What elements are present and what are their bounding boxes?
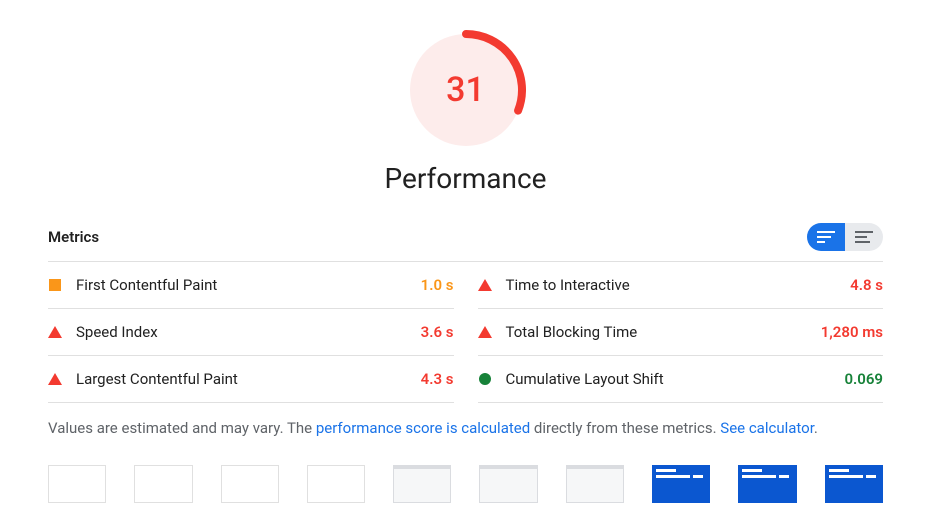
- footnote: Values are estimated and may vary. The p…: [48, 419, 883, 437]
- metric-row: Speed Index3.6 s: [48, 309, 454, 356]
- metric-value: 0.069: [844, 370, 883, 388]
- metric-name: Time to Interactive: [506, 276, 851, 294]
- poor-status-icon: [478, 278, 492, 292]
- metric-row: Largest Contentful Paint4.3 s: [48, 356, 454, 403]
- filmstrip-thumb[interactable]: [134, 465, 192, 503]
- score-value: 31: [446, 70, 485, 110]
- footnote-text: Values are estimated and may vary. The: [48, 419, 316, 437]
- metric-value: 1.0 s: [421, 276, 454, 294]
- toggle-collapsed-button[interactable]: [845, 223, 883, 251]
- score-calculated-link[interactable]: performance score is calculated: [316, 419, 530, 437]
- metrics-grid: First Contentful Paint1.0 s Time to Inter…: [48, 262, 883, 403]
- metric-row: First Contentful Paint1.0 s: [48, 262, 454, 309]
- good-status-icon: [478, 372, 492, 386]
- notes-icon: [817, 231, 835, 243]
- filmstrip-thumb[interactable]: [652, 465, 710, 503]
- view-toggle: [807, 223, 883, 251]
- filmstrip-thumb[interactable]: [307, 465, 365, 503]
- filmstrip-thumb[interactable]: [393, 465, 451, 503]
- filmstrip: [48, 465, 883, 503]
- list-icon: [855, 231, 873, 243]
- filmstrip-thumb[interactable]: [479, 465, 537, 503]
- poor-status-icon: [48, 325, 62, 339]
- footnote-text: directly from these metrics.: [530, 419, 720, 437]
- metric-row: Total Blocking Time1,280 ms: [478, 309, 884, 356]
- footnote-text: .: [814, 419, 818, 437]
- metrics-heading: Metrics: [48, 228, 99, 246]
- page-title: Performance: [48, 162, 883, 195]
- filmstrip-thumb[interactable]: [738, 465, 796, 503]
- metric-name: Total Blocking Time: [506, 323, 821, 341]
- poor-status-icon: [478, 325, 492, 339]
- metric-row: Time to Interactive4.8 s: [478, 262, 884, 309]
- metric-value: 1,280 ms: [821, 323, 883, 341]
- metric-name: Speed Index: [76, 323, 421, 341]
- metric-value: 4.8 s: [850, 276, 883, 294]
- filmstrip-thumb[interactable]: [221, 465, 279, 503]
- average-status-icon: [48, 278, 62, 292]
- toggle-expanded-button[interactable]: [807, 223, 845, 251]
- filmstrip-thumb[interactable]: [825, 465, 883, 503]
- metric-value: 3.6 s: [421, 323, 454, 341]
- metric-name: First Contentful Paint: [76, 276, 421, 294]
- poor-status-icon: [48, 372, 62, 386]
- metric-row: Cumulative Layout Shift0.069: [478, 356, 884, 403]
- metric-value: 4.3 s: [421, 370, 454, 388]
- see-calculator-link[interactable]: See calculator: [720, 419, 814, 437]
- metric-name: Cumulative Layout Shift: [506, 370, 845, 388]
- filmstrip-thumb[interactable]: [566, 465, 624, 503]
- metric-name: Largest Contentful Paint: [76, 370, 421, 388]
- score-gauge: 31: [48, 30, 883, 150]
- filmstrip-thumb[interactable]: [48, 465, 106, 503]
